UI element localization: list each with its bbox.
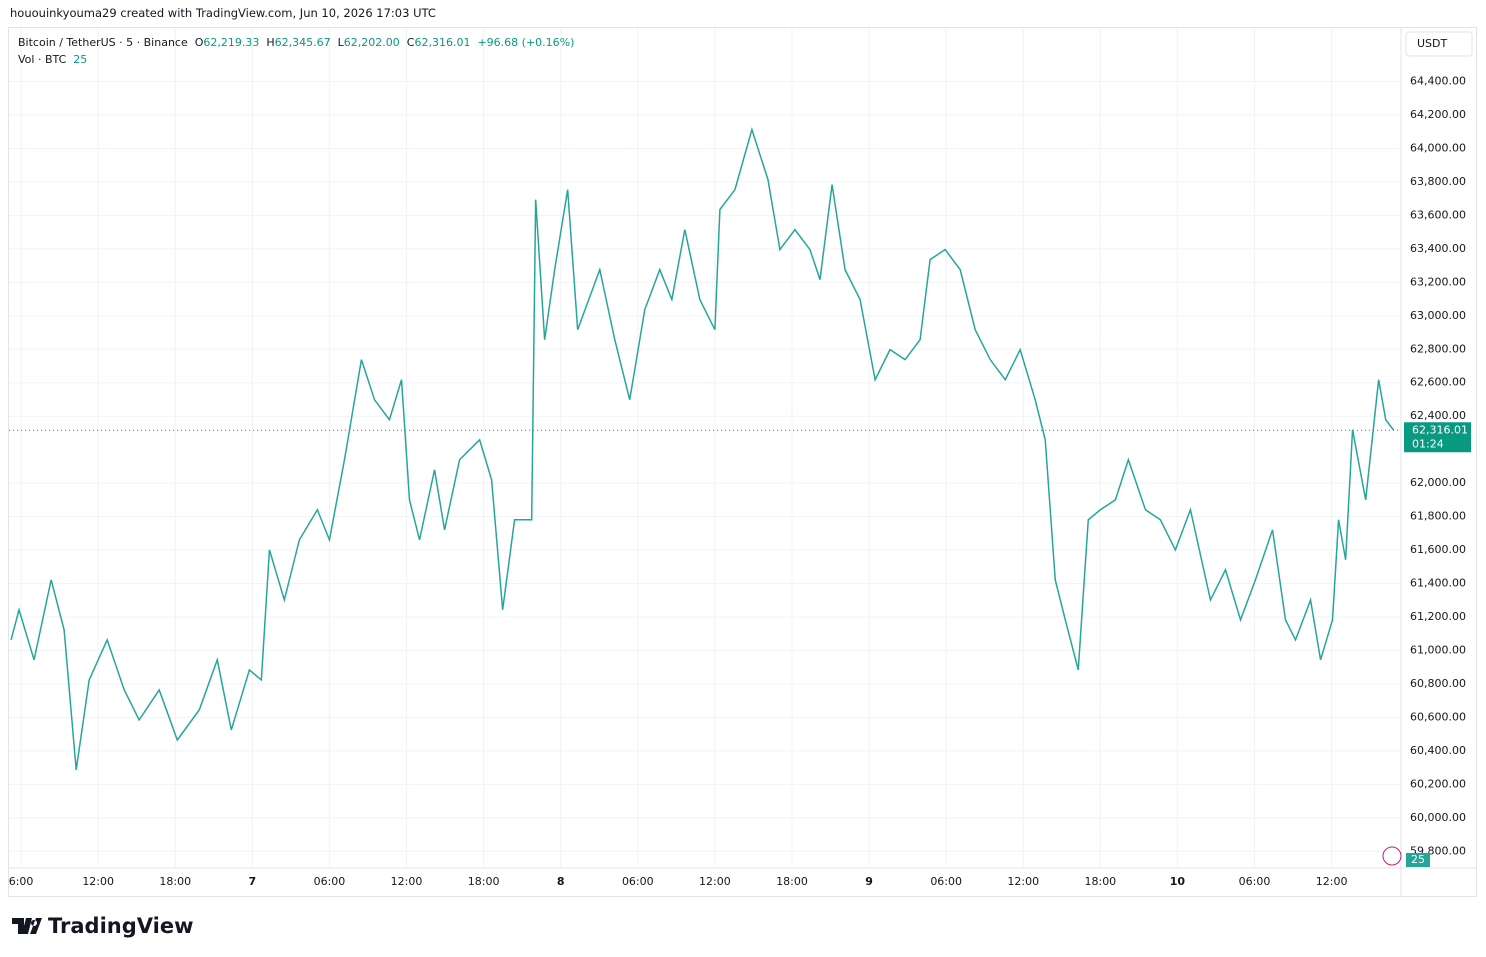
- x-tick-label: 6:00: [9, 875, 34, 888]
- x-tick-label: 12:00: [1007, 875, 1039, 888]
- brand-logo: [12, 918, 42, 934]
- y-tick-label: 63,200.00: [1410, 275, 1466, 288]
- open: 62,219.33: [203, 36, 260, 49]
- x-tick-label: 06:00: [622, 875, 654, 888]
- currency: USDT: [1417, 37, 1448, 50]
- y-tick-label: 60,600.00: [1410, 710, 1466, 723]
- x-tick-label: 7: [249, 875, 257, 888]
- y-tick-label: 61,800.00: [1410, 510, 1466, 523]
- countdown: 01:24: [1412, 437, 1444, 450]
- y-tick-label: 64,400.00: [1410, 75, 1466, 88]
- legend: Bitcoin / TetherUS · 5 · Binance O62,219…: [18, 34, 574, 68]
- last-price-badge: [1404, 422, 1471, 453]
- price-line: [10, 126, 1395, 771]
- x-tick-label: 12:00: [82, 875, 114, 888]
- legend-row: Vol · BTC 25: [18, 51, 574, 68]
- y-tick-label: 61,200.00: [1410, 610, 1466, 623]
- symbol: Bitcoin / TetherUS · 5 · Binance: [18, 36, 188, 49]
- y-tick-label: 62,800.00: [1410, 342, 1466, 355]
- close: 62,316.01: [414, 36, 471, 49]
- x-tick-label: 10: [1170, 875, 1186, 888]
- labels: 59,800.0060,000.0060,200.0060,400.0060,6…: [9, 75, 1471, 888]
- l-label: L: [337, 36, 344, 49]
- volume-badge-text: 25: [1411, 853, 1425, 866]
- y-tick-label: 63,000.00: [1410, 309, 1466, 322]
- y-tick-label: 61,600.00: [1410, 543, 1466, 556]
- grid: [9, 28, 1401, 868]
- x-tick-label: 12:00: [699, 875, 731, 888]
- y-tick-label: 60,800.00: [1410, 677, 1466, 690]
- change: +96.68 (+0.16%): [477, 36, 575, 49]
- x-tick-label: 12:00: [391, 875, 423, 888]
- c-label: C: [406, 36, 415, 49]
- y-tick-label: 61,400.00: [1410, 577, 1466, 590]
- y-tick-label: 63,800.00: [1410, 175, 1466, 188]
- brand-name: TradingView: [48, 914, 194, 938]
- y-tick-label: 64,000.00: [1410, 141, 1466, 154]
- low: 62,202.00: [343, 36, 400, 49]
- volume-badge: [1406, 853, 1430, 867]
- y-tick-label: 63,400.00: [1410, 242, 1466, 255]
- volume-label: Vol · BTC: [18, 53, 67, 66]
- marks: [9, 126, 1401, 771]
- x-tick-label: 9: [865, 875, 873, 888]
- y-tick-label: 62,000.00: [1410, 476, 1466, 489]
- h-label: H: [266, 36, 275, 49]
- x-tick-label: 18:00: [1084, 875, 1116, 888]
- legend-row: Bitcoin / TetherUS · 5 · Binance O62,219…: [18, 34, 574, 51]
- last-price-label: 62,316.01: [1412, 423, 1468, 436]
- y-tick-label: 60,200.00: [1410, 777, 1466, 790]
- x-tick-label: 12:00: [1316, 875, 1348, 888]
- y-tick-label: 62,400.00: [1410, 409, 1466, 422]
- x-tick-label: 06:00: [314, 875, 346, 888]
- high: 62,345.67: [274, 36, 331, 49]
- y-tick-label: 61,000.00: [1410, 643, 1466, 656]
- y-tick-label: 63,600.00: [1410, 208, 1466, 221]
- x-tick-label: 18:00: [468, 875, 500, 888]
- volume: 25: [73, 53, 88, 66]
- x-tick-label: 06:00: [930, 875, 962, 888]
- x-tick-label: 06:00: [1239, 875, 1271, 888]
- y-tick-label: 64,200.00: [1410, 108, 1466, 121]
- chart-frame: [8, 27, 1477, 897]
- y-tick-label: 60,000.00: [1410, 811, 1466, 824]
- x-tick-label: 18:00: [159, 875, 191, 888]
- x-tick-label: 18:00: [776, 875, 808, 888]
- brand: TradingView: [12, 914, 193, 938]
- alert-icon[interactable]: [1382, 846, 1402, 866]
- x-tick-label: 8: [557, 875, 565, 888]
- y-tick-label: 62,600.00: [1410, 376, 1466, 389]
- watermark: hououinkyouma29 created with TradingView…: [10, 6, 436, 20]
- y-tick-label: 60,400.00: [1410, 744, 1466, 757]
- currency-button[interactable]: [1405, 31, 1473, 57]
- o-label: O: [194, 36, 204, 49]
